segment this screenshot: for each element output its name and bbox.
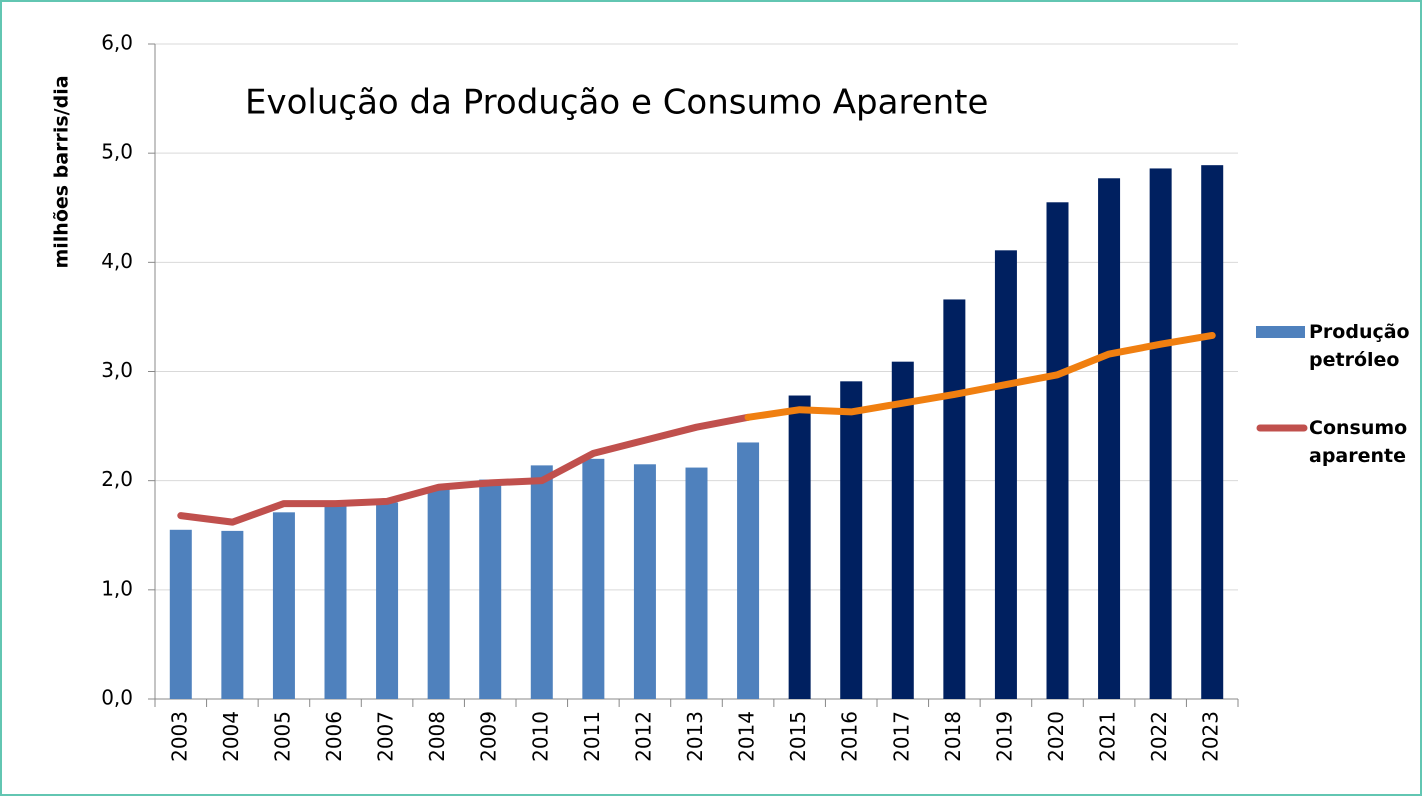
x-tick-label: 2006 bbox=[322, 711, 346, 762]
x-tick-label: 2005 bbox=[270, 711, 294, 762]
bar bbox=[1201, 165, 1224, 700]
x-tick-label: 2010 bbox=[528, 711, 552, 762]
y-tick-label: 6,0 bbox=[101, 31, 133, 55]
bar bbox=[633, 464, 656, 699]
bar bbox=[272, 512, 295, 699]
bar bbox=[943, 299, 966, 699]
bar bbox=[169, 529, 192, 699]
x-tick-label: 2016 bbox=[838, 711, 862, 762]
bar bbox=[479, 479, 502, 699]
y-axis-label: milhões barris/dia bbox=[51, 75, 73, 268]
bar bbox=[788, 395, 811, 699]
bar bbox=[1098, 178, 1121, 699]
bar bbox=[221, 530, 244, 699]
x-tick-label: 2019 bbox=[992, 711, 1016, 762]
y-tick-label: 5,0 bbox=[101, 140, 133, 164]
y-tick-label: 2,0 bbox=[101, 467, 133, 491]
bar bbox=[530, 465, 553, 699]
x-tick-label: 2011 bbox=[580, 711, 604, 762]
bar bbox=[376, 502, 399, 699]
x-tick-label: 2009 bbox=[477, 711, 501, 762]
bar bbox=[994, 250, 1017, 699]
x-tick-label: 2021 bbox=[1096, 711, 1120, 762]
legend-label: Produção petróleo bbox=[1309, 321, 1410, 371]
bar bbox=[324, 504, 347, 699]
bar bbox=[427, 488, 450, 699]
y-tick-label: 1,0 bbox=[101, 576, 133, 600]
x-tick-label: 2015 bbox=[786, 711, 810, 762]
x-tick-label: 2004 bbox=[219, 711, 243, 762]
bar bbox=[685, 467, 708, 699]
bar bbox=[737, 442, 760, 699]
y-tick-label: 0,0 bbox=[101, 686, 133, 710]
legend-label: Consumo aparente bbox=[1309, 417, 1408, 467]
x-tick-label: 2018 bbox=[941, 711, 965, 762]
x-tick-label: 2017 bbox=[889, 711, 913, 762]
y-tick-label: 4,0 bbox=[101, 249, 133, 273]
bar bbox=[582, 458, 605, 699]
x-tick-label: 2007 bbox=[374, 711, 398, 762]
chart-title: Evolução da Produção e Consumo Aparente bbox=[245, 83, 988, 123]
bar bbox=[1046, 202, 1069, 699]
legend-swatch bbox=[1256, 326, 1305, 338]
line bbox=[177, 413, 752, 526]
x-tick-label: 2012 bbox=[631, 711, 655, 762]
bar bbox=[1149, 168, 1172, 699]
x-tick-label: 2020 bbox=[1044, 711, 1068, 762]
x-tick-label: 2022 bbox=[1147, 711, 1171, 762]
bar bbox=[840, 381, 863, 699]
bar bbox=[891, 361, 914, 699]
x-tick-label: 2023 bbox=[1199, 711, 1223, 762]
x-tick-label: 2014 bbox=[735, 711, 759, 762]
x-tick-label: 2008 bbox=[425, 711, 449, 762]
x-tick-label: 2013 bbox=[683, 711, 707, 762]
line bbox=[744, 331, 1216, 421]
x-tick-label: 2003 bbox=[167, 711, 191, 762]
y-tick-label: 3,0 bbox=[101, 358, 133, 382]
